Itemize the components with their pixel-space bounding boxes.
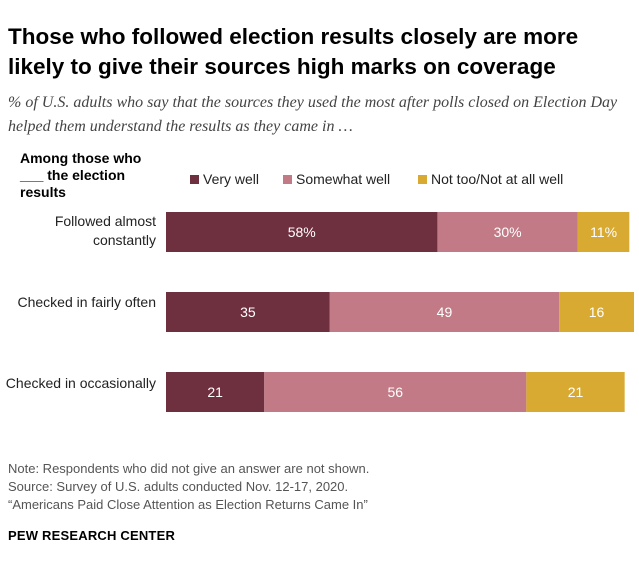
brand-logo-text: PEW RESEARCH CENTER bbox=[8, 528, 176, 543]
bar-not-too-well-row-2 bbox=[559, 292, 634, 332]
value-label-somewhat-well-row-2: 49 bbox=[437, 304, 453, 320]
footer-notes: Note: Respondents who did not give an an… bbox=[8, 460, 369, 514]
bar-not-too-well-row-3 bbox=[526, 372, 625, 412]
value-label-not-too-well-row-1: 11% bbox=[590, 224, 617, 240]
value-label-not-too-well-row-2: 16 bbox=[589, 304, 605, 320]
row-label-checked-in-occasionally: Checked in occasionally bbox=[5, 375, 156, 391]
legend-label-very-well: Very well bbox=[203, 171, 260, 187]
report-title-text: “Americans Paid Close Attention as Elect… bbox=[8, 497, 368, 512]
value-label-somewhat-well-row-1: 30% bbox=[494, 224, 522, 240]
value-label-very-well-row-3: 21 bbox=[207, 384, 223, 400]
legend-swatch-not-too-well bbox=[418, 174, 427, 184]
chart-subtitle: % of U.S. adults who say that the source… bbox=[8, 94, 618, 135]
value-label-not-too-well-row-3: 21 bbox=[568, 384, 584, 400]
bar-very-well-row-3 bbox=[166, 372, 265, 412]
bar-somewhat-well-row-3 bbox=[264, 372, 527, 412]
value-label-very-well-row-1: 58% bbox=[288, 224, 316, 240]
legend-swatch-very-well bbox=[190, 174, 199, 184]
legend-label-not-too-well: Not too/Not at all well bbox=[431, 171, 564, 187]
value-label-somewhat-well-row-3: 56 bbox=[388, 384, 404, 400]
row-label-followed-almost-constantly: Followed almost constantly bbox=[54, 213, 156, 248]
legend-item-somewhat-well: Somewhat well bbox=[283, 171, 390, 187]
note-text: Note: Respondents who did not give an an… bbox=[8, 461, 370, 476]
source-text: Source: Survey of U.S. adults conducted … bbox=[8, 479, 349, 494]
value-label-very-well-row-2: 35 bbox=[240, 304, 256, 320]
legend-label-somewhat-well: Somewhat well bbox=[296, 171, 391, 187]
legend-swatch-somewhat-well bbox=[283, 174, 292, 184]
legend-item-not-too-well: Not too/Not at all well bbox=[418, 171, 563, 187]
bar-very-well-row-2 bbox=[166, 292, 330, 332]
legend-item-very-well: Very well bbox=[190, 171, 259, 187]
row-label-checked-in-fairly-often: Checked in fairly often bbox=[17, 294, 156, 310]
bar-not-too-well-row-1 bbox=[577, 212, 630, 252]
bar-somewhat-well-row-1 bbox=[437, 212, 578, 252]
group-header: Among those who ___ the election results bbox=[20, 150, 142, 200]
bar-very-well-row-1 bbox=[166, 212, 438, 252]
bar-somewhat-well-row-2 bbox=[329, 292, 560, 332]
chart-title: Those who followed election results clos… bbox=[8, 24, 579, 79]
